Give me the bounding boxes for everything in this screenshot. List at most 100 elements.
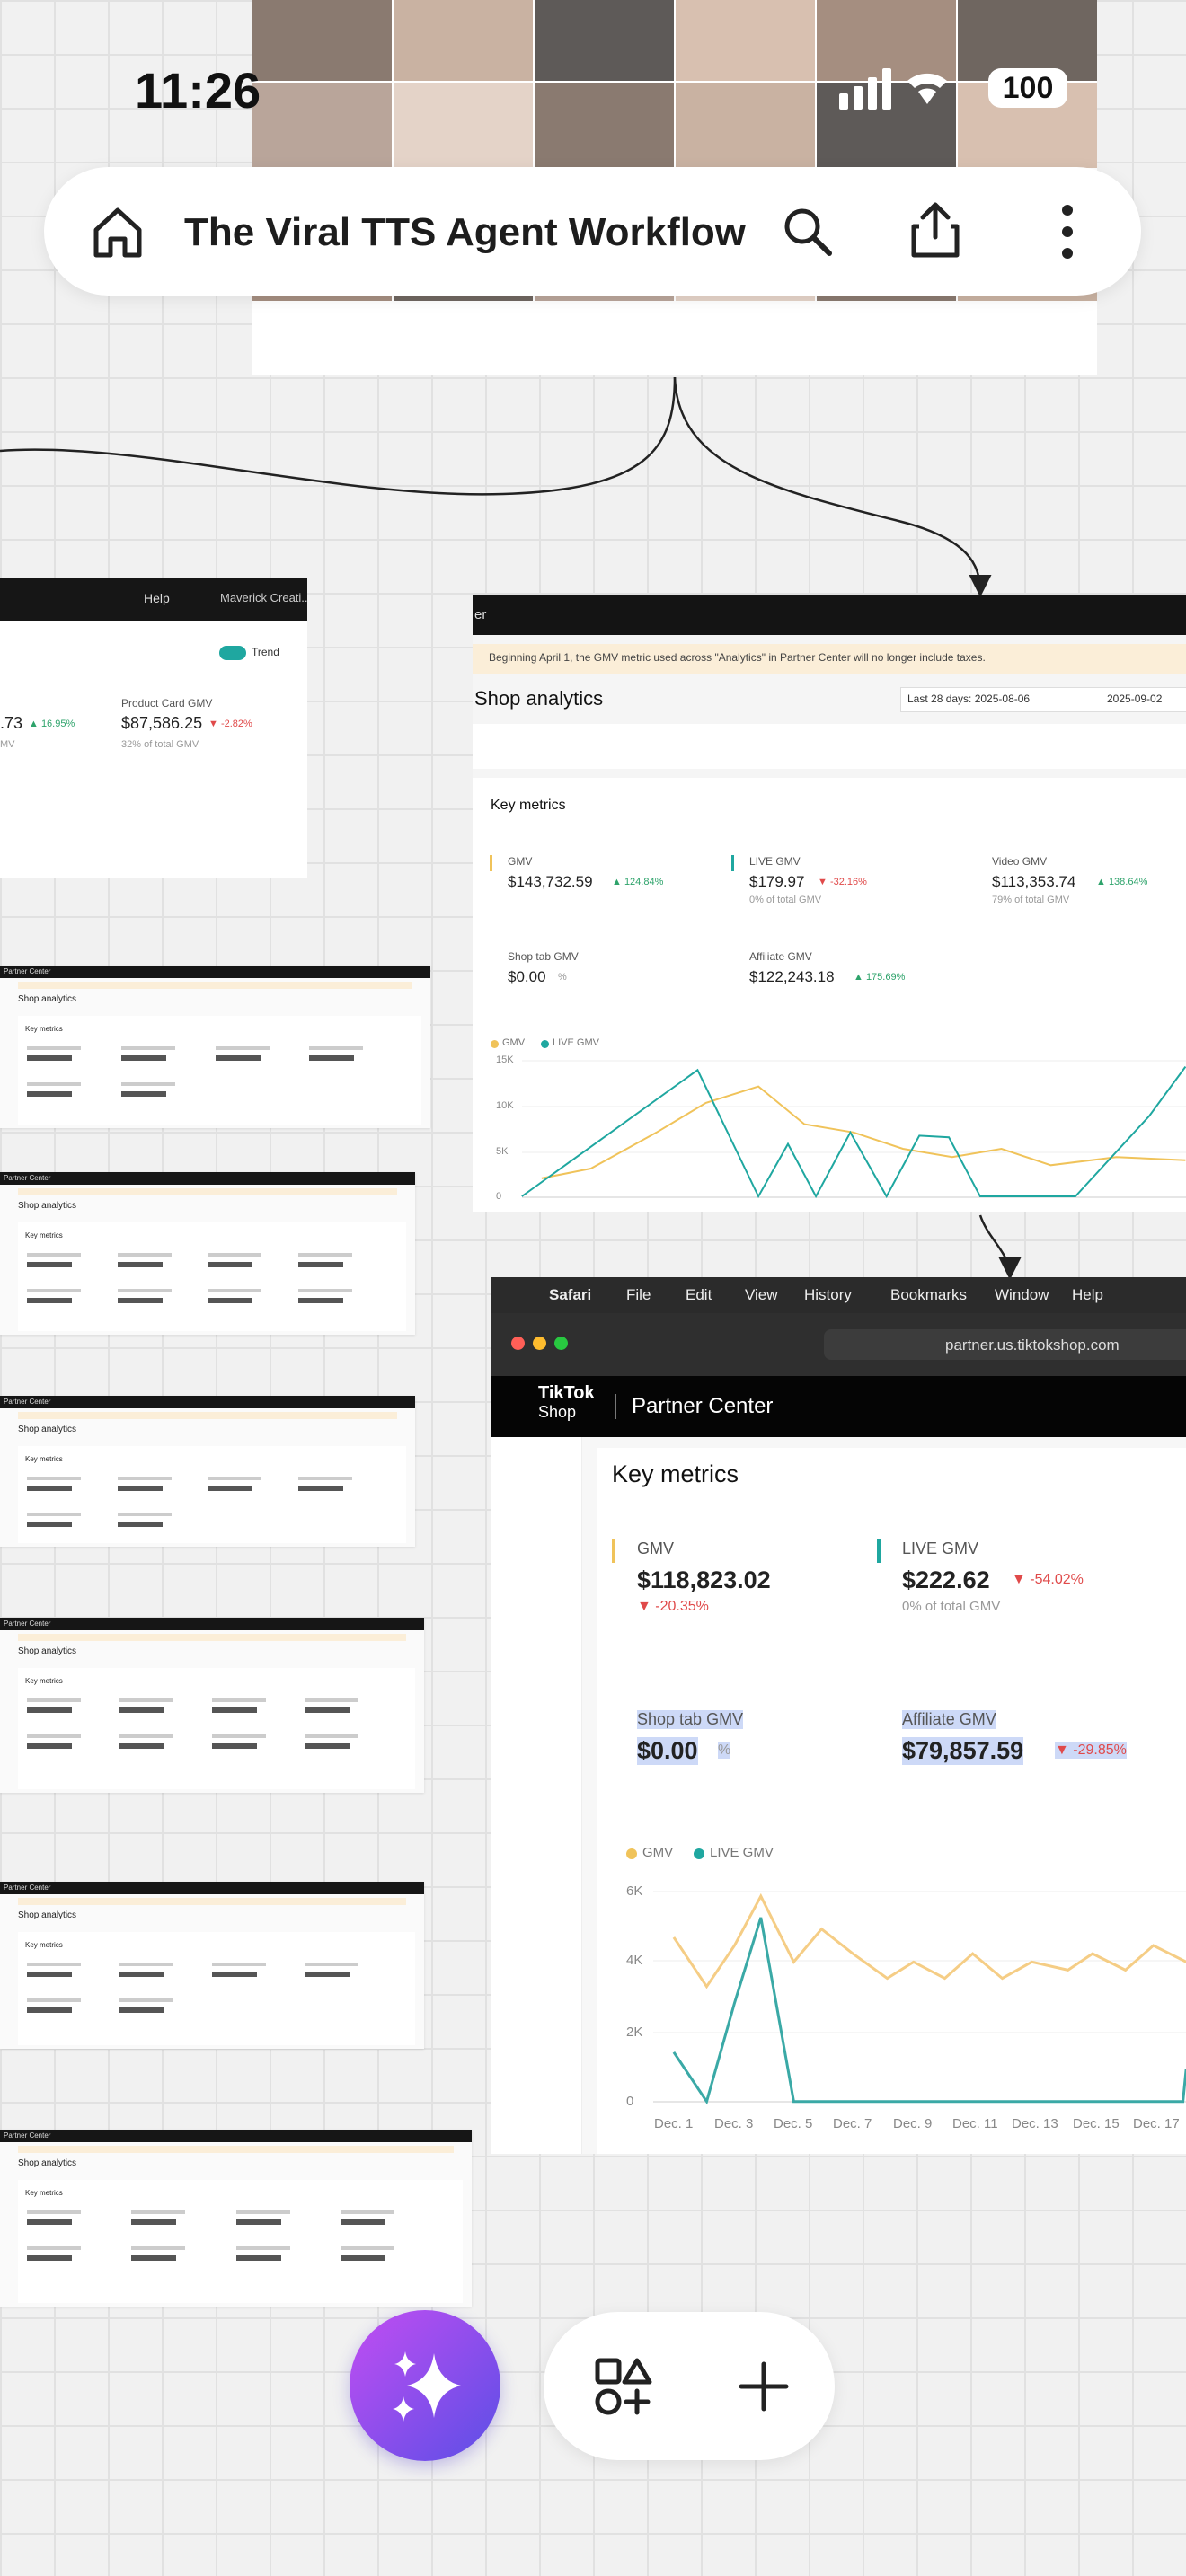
header-bar [0, 2130, 472, 2142]
shapes-button[interactable] [594, 2357, 653, 2416]
section-title: Key metrics [25, 1455, 63, 1463]
share-button[interactable] [908, 199, 962, 260]
metric-placeholder [212, 1743, 257, 1749]
metric-placeholder [27, 1522, 72, 1527]
battery: 100 [988, 68, 1067, 108]
metric-placeholder [297, 1486, 343, 1491]
metrics-panel [18, 1222, 406, 1331]
metric-placeholder [297, 1298, 343, 1303]
metric-placeholder [297, 1289, 352, 1292]
metric-placeholder [27, 2219, 72, 2225]
section-title: Key metrics [491, 798, 566, 813]
metric-placeholder [27, 1963, 81, 1966]
metric-placeholder [27, 1289, 81, 1292]
metric-accent [490, 855, 492, 871]
menu-item: View [745, 1286, 778, 1303]
video-thumbnail [394, 83, 533, 168]
section-title: Key metrics [25, 1231, 63, 1239]
metric-change: ▲ 16.95% [29, 719, 75, 729]
metric-placeholder [309, 1046, 364, 1050]
header-bar [0, 1396, 415, 1408]
metric-placeholder [27, 2246, 81, 2250]
header-bar [473, 595, 1186, 635]
metric-placeholder [340, 2219, 385, 2225]
metric-placeholder [235, 2210, 290, 2214]
video-thumbnail [535, 0, 674, 81]
metric-label: LIVE GMV [902, 1539, 979, 1557]
more-button[interactable] [1054, 201, 1081, 262]
window-button [554, 1337, 568, 1350]
collage-footer [252, 346, 1097, 375]
connector [0, 376, 677, 496]
banner [18, 1412, 397, 1419]
y-tick-label: 5K [496, 1146, 509, 1157]
metric-value: $143,732.59 [508, 873, 593, 890]
add-button[interactable] [738, 2360, 790, 2413]
metric-label: GMV [508, 855, 533, 868]
metric-label: Affiliate GMV [902, 1710, 996, 1729]
window-button [533, 1337, 546, 1350]
legend-dot [541, 1040, 549, 1048]
banner-text: Beginning April 1, the GMV metric used a… [489, 651, 986, 664]
x-tick-label: Dec. 7 [833, 2116, 872, 2131]
metric-placeholder [212, 1734, 266, 1738]
metric-value: $79,857.59 [902, 1737, 1024, 1765]
top-toolbar: The Viral TTS Agent Workflow [44, 167, 1141, 296]
metric-placeholder [120, 1091, 166, 1097]
metric-placeholder [208, 1253, 261, 1257]
metric-value: $0.00 [637, 1737, 698, 1765]
board-title[interactable]: The Viral TTS Agent Workflow [184, 210, 747, 254]
metric-placeholder [215, 1046, 270, 1050]
metric-placeholder [27, 2210, 81, 2214]
metric-placeholder [305, 1743, 350, 1749]
banner [473, 644, 1186, 674]
legend-label: GMV [642, 1845, 674, 1860]
video-thumbnail [817, 0, 956, 81]
metric-value: $222.62 [902, 1566, 990, 1593]
video-thumbnail [676, 83, 815, 168]
metric-placeholder [297, 1477, 352, 1480]
ai-button[interactable] [350, 2310, 500, 2461]
search-button[interactable] [781, 205, 835, 259]
toggle-label: Trend [252, 646, 279, 658]
date-picker [900, 687, 1186, 712]
metric-sub: 0% of total GMV [902, 1599, 1001, 1614]
metric-placeholder [120, 1082, 175, 1086]
metric-placeholder [235, 2246, 290, 2250]
banner [18, 1634, 406, 1641]
metric-change: % [718, 1742, 731, 1759]
metric-placeholder [305, 1963, 358, 1966]
metric-placeholder [131, 2255, 177, 2261]
metrics-panel [473, 778, 1186, 1212]
metric-placeholder [27, 1998, 81, 2002]
menu-item: Bookmarks [890, 1286, 968, 1303]
metric-label: Product Card GMV [121, 697, 213, 710]
section-title: Key metrics [25, 1025, 63, 1033]
home-button[interactable] [89, 203, 146, 260]
brand-logo: TikTok [538, 1383, 595, 1403]
window-button [511, 1337, 525, 1350]
metric-value: $0.00 [508, 968, 546, 985]
metric-placeholder [117, 1513, 172, 1516]
metric-placeholder [119, 1698, 173, 1702]
x-tick-label: Dec. 5 [774, 2116, 813, 2131]
metric-placeholder [119, 1734, 173, 1738]
metrics-panel [18, 1016, 421, 1125]
metric-placeholder [131, 2246, 186, 2250]
page-title: Shop analytics [474, 687, 604, 710]
video-thumbnail [958, 0, 1097, 81]
banner [18, 982, 412, 989]
metric-placeholder [340, 2255, 385, 2261]
metrics-panel [18, 1932, 415, 2045]
metric-placeholder [340, 2210, 394, 2214]
menu-bar [491, 1277, 1186, 1313]
metric-placeholder [208, 1289, 261, 1292]
legend-label: LIVE GMV [710, 1845, 774, 1860]
metric-placeholder [117, 1298, 163, 1303]
metric-label: Affiliate GMV [749, 950, 812, 963]
status-time: 11:26 [135, 62, 261, 119]
metric-placeholder [340, 2246, 394, 2250]
x-tick-label: Dec. 13 [1012, 2116, 1058, 2131]
metric-placeholder [117, 1477, 172, 1480]
header-bar [0, 1172, 415, 1185]
